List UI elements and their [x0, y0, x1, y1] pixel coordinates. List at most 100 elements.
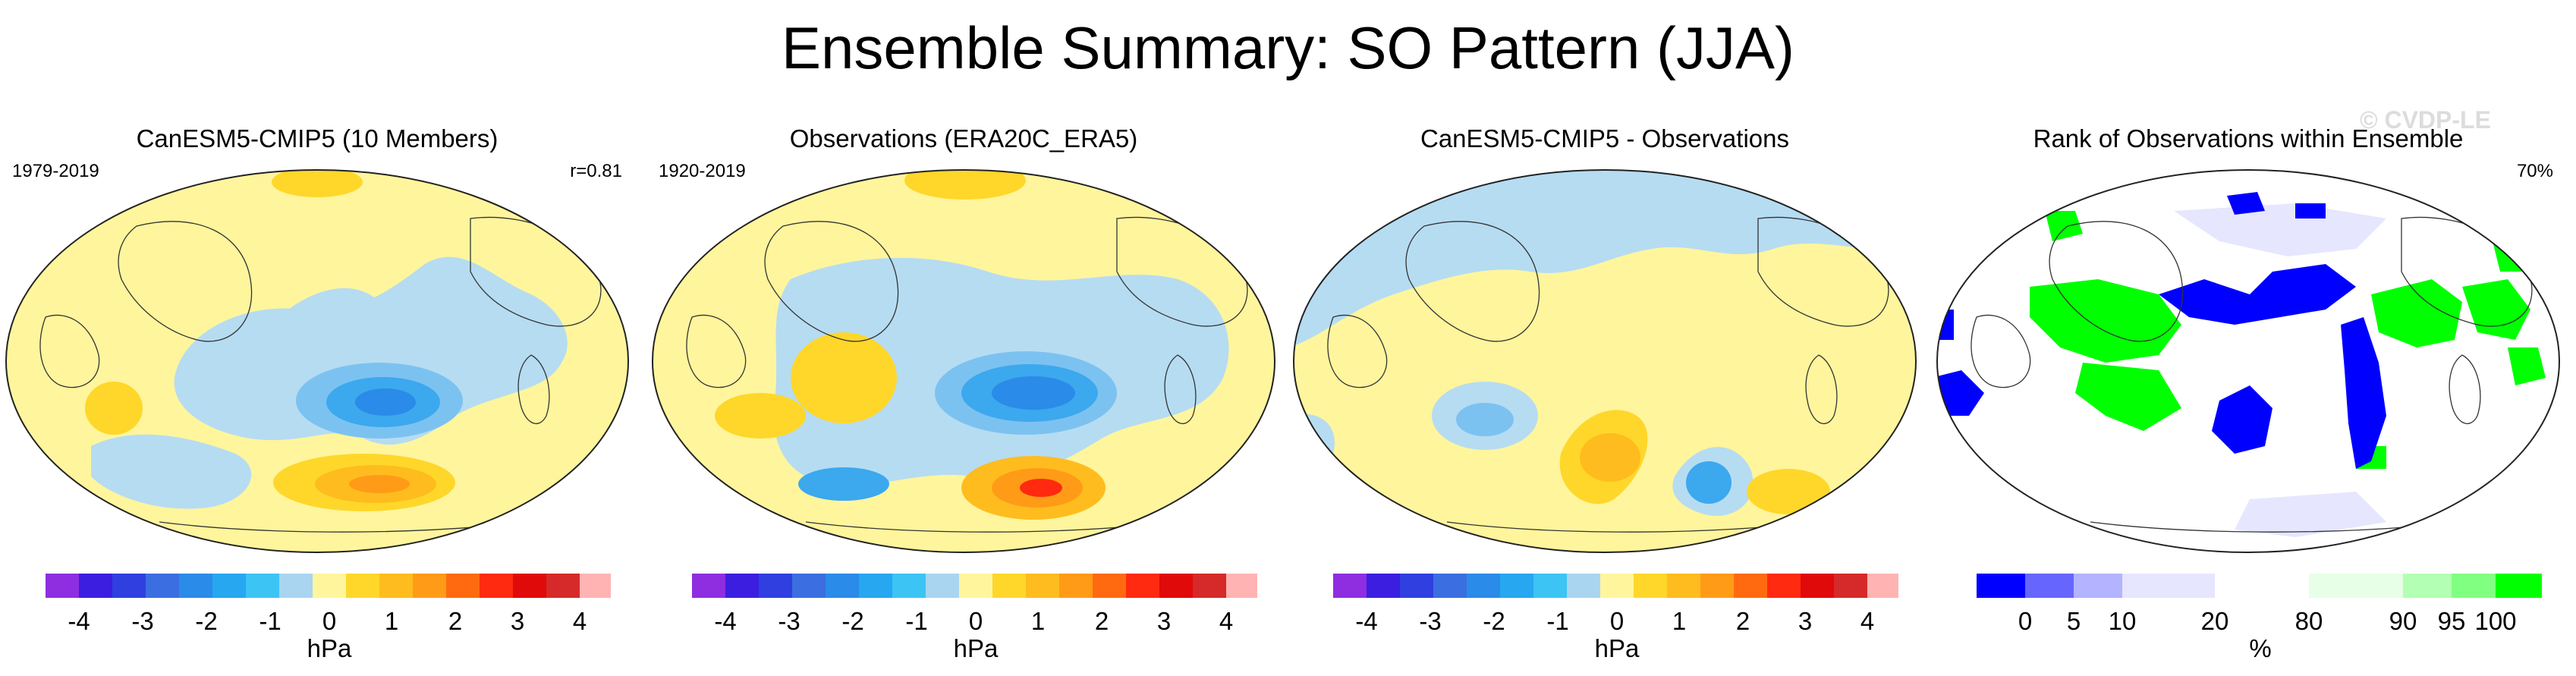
low-pressure-center [798, 467, 889, 501]
colorbar-swatch [959, 574, 992, 598]
colorbar-tick-label: 5 [2066, 607, 2081, 635]
low-pressure-center [992, 376, 1075, 410]
colorbar-tick-label: 0 [322, 607, 337, 635]
colorbar-tick-label: 4 [572, 607, 587, 635]
colorbar-tick-label: 20 [2200, 607, 2229, 635]
colorbar-swatch [1226, 574, 1257, 598]
colorbar-tick-label: -4 [714, 607, 737, 635]
map-border [652, 169, 1275, 553]
negative-anomaly-region [174, 256, 568, 445]
colorbar-tick-label: 3 [510, 607, 525, 635]
colorbar-swatch [1367, 574, 1400, 598]
continent-outline [39, 216, 602, 533]
rank-low-region [2212, 385, 2272, 454]
rank-mid-low-region [2174, 203, 2386, 256]
colorbar-swatch [926, 574, 959, 598]
colorbar-tick-label: -3 [131, 607, 154, 635]
colorbar: -4 -3 -2 -1 0 1 2 3 4 hPa [46, 574, 611, 672]
high-pressure-center [85, 382, 143, 435]
correlation-label: r=0.81 [570, 161, 622, 181]
low-pressure-center [1686, 461, 1731, 504]
panel-title: CanESM5-CMIP5 - Observations [1420, 124, 1789, 152]
colorbar-swatch [46, 574, 79, 598]
colorbar-tick-label: 10 [2108, 607, 2137, 635]
rank-low-region [2341, 317, 2386, 469]
rank-high-region [2493, 241, 2538, 272]
continent-outline [1327, 216, 1889, 533]
colorbar-swatch [1801, 574, 1834, 598]
colorbar-swatch [2025, 574, 2074, 598]
colorbar-tick-label: 4 [1219, 607, 1234, 635]
map-model [5, 169, 629, 553]
colorbar-swatch [1977, 574, 2025, 598]
high-pressure-center [1020, 479, 1062, 497]
colorbar-tick-label: -3 [1419, 607, 1442, 635]
colorbar-tick-label: -2 [841, 607, 864, 635]
colorbar-unit: hPa [1594, 634, 1640, 662]
rank-high-region [2508, 347, 2546, 385]
panel-title: Rank of Observations within Ensemble [2033, 124, 2464, 152]
panel-rank: Rank of Observations within Ensemble 70% [1931, 114, 2565, 676]
colorbar-tick-label: 2 [448, 607, 463, 635]
colorbar-swatch [1700, 574, 1734, 598]
high-pressure-center [1580, 433, 1640, 482]
map-border [1936, 169, 2560, 553]
colorbar-swatch [212, 574, 246, 598]
colorbar-tick-label: 4 [1860, 607, 1875, 635]
colorbar-tick-label: 90 [2389, 607, 2417, 635]
colorbar-tick-label: 80 [2294, 607, 2323, 635]
rank-low-region [2227, 192, 2265, 215]
rank-high-region [2045, 211, 2083, 241]
colorbar: -4 -3 -2 -1 0 1 2 3 4 hPa [1333, 574, 1898, 672]
colorbar-swatch [313, 574, 346, 598]
negative-anomaly-region [288, 288, 385, 340]
colorbar-tick-label: -1 [259, 607, 282, 635]
colorbar-tick-label: 0 [1609, 607, 1625, 635]
colorbar-tick-label: 2 [1735, 607, 1750, 635]
positive-anomaly-region [715, 393, 806, 439]
high-pressure-center [272, 170, 363, 197]
colorbar-swatch [2122, 574, 2215, 598]
colorbar-swatch [179, 574, 212, 598]
colorbar-swatch [79, 574, 112, 598]
colorbar-swatch [1126, 574, 1159, 598]
colorbar-tick-label: 100 [2474, 607, 2517, 635]
colorbar-swatch [1667, 574, 1700, 598]
colorbar-swatch [1400, 574, 1433, 598]
panel-observations: Observations (ERA20C_ERA5) 1920-2019 [646, 114, 1281, 676]
main-title: Ensemble Summary: SO Pattern (JJA) [781, 14, 1795, 81]
map-rank [1936, 169, 2560, 553]
map-observations [652, 169, 1275, 553]
rank-high-region [2030, 279, 2181, 363]
colorbar-swatch [992, 574, 1026, 598]
colorbar-swatch [546, 574, 580, 598]
rank-low-region [2159, 264, 2356, 325]
colorbar-tick-label: 2 [1094, 607, 1109, 635]
colorbar-tick-label: 1 [384, 607, 399, 635]
panel-difference: CanESM5-CMIP5 - Observations [1288, 114, 1922, 676]
colorbar-swatch [2074, 574, 2122, 598]
map-border [1293, 169, 1917, 553]
colorbar-swatch [1159, 574, 1193, 598]
colorbar-tick-label: -1 [1546, 607, 1569, 635]
panel-model: CanESM5-CMIP5 (10 Members) 1979-2019 r=0… [0, 114, 634, 676]
panel-title: Observations (ERA20C_ERA5) [789, 124, 1138, 152]
colorbar-swatch [1567, 574, 1600, 598]
colorbar-swatch [1093, 574, 1126, 598]
colorbar-swatch [1500, 574, 1533, 598]
colorbar-tick-label: 1 [1030, 607, 1046, 635]
colorbar-swatch [1193, 574, 1226, 598]
colorbar-swatch [1600, 574, 1634, 598]
colorbar-tick-label: 3 [1798, 607, 1813, 635]
colorbar-swatch [1767, 574, 1801, 598]
colorbar-swatch [580, 574, 611, 598]
rank-mid-low-region [2235, 492, 2386, 537]
low-pressure-center [355, 388, 416, 416]
colorbar-unit: hPa [953, 634, 999, 662]
panel-title: CanESM5-CMIP5 (10 Members) [136, 124, 499, 152]
colorbar-swatch [2309, 574, 2403, 598]
colorbar-swatch [826, 574, 859, 598]
colorbar: 0 5 10 20 80 90 95 100 % [1977, 574, 2542, 672]
period-label: 1979-2019 [12, 161, 99, 181]
watermark: © CVDP-LE [2360, 106, 2491, 134]
